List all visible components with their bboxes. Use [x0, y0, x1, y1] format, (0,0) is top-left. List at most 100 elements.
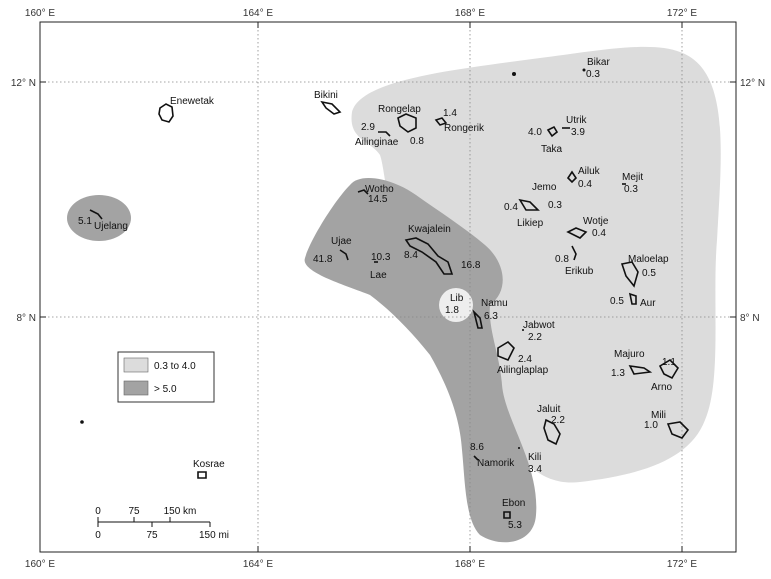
label-ujae: Ujae — [331, 236, 352, 247]
label-mili: Mili — [651, 410, 666, 421]
value-ailinglaplap: 2.4 — [518, 354, 532, 365]
label-rongelap: Rongelap — [378, 104, 421, 115]
value-taka: 4.0 — [528, 127, 542, 138]
label-kili: Kili — [528, 452, 541, 463]
label-wotje: Wotje — [583, 216, 609, 227]
erikub-shape — [571, 245, 577, 261]
value-mili: 1.0 — [644, 420, 658, 431]
light-zone — [351, 46, 721, 483]
label-ebon: Ebon — [502, 498, 525, 509]
mili-shape — [666, 421, 690, 439]
bottom-tick-168: 168° E — [455, 559, 485, 570]
enewetak-shape — [158, 103, 174, 123]
value-jemo: 0.3 — [548, 200, 562, 211]
right-tick-8n: 8° N — [740, 313, 760, 324]
value-likiep: 0.4 — [504, 202, 518, 213]
top-tick-172: 172° E — [667, 8, 697, 19]
majuro-shape — [628, 364, 653, 375]
ujelang-shape — [89, 209, 103, 220]
label-arno: Arno — [651, 382, 673, 393]
scale-mi-0: 0 — [95, 530, 101, 541]
rongerik-shape — [434, 117, 448, 126]
ailinginae-shape — [378, 131, 391, 137]
label-erikub: Erikub — [565, 266, 594, 277]
kosrae-shape — [197, 471, 207, 479]
value-ujelang: 5.1 — [78, 216, 92, 227]
value-erikub: 0.8 — [555, 254, 569, 265]
namorik-shape — [473, 455, 479, 461]
wotje-shape — [566, 227, 588, 239]
label-ailuk: Ailuk — [578, 166, 601, 177]
value-bikar: 0.3 — [586, 69, 600, 80]
value-rongerik: 1.4 — [443, 108, 457, 119]
value-wotho: 14.5 — [368, 194, 388, 205]
label-ailinginae: Ailinginae — [355, 137, 399, 148]
label-ujelang: Ujelang — [94, 221, 128, 232]
value-namorik: 8.6 — [470, 442, 484, 453]
legend-label-light: 0.3 to 4.0 — [154, 361, 196, 372]
label-jemo: Jemo — [532, 182, 557, 193]
value-kwajalein-2: 16.8 — [461, 260, 481, 271]
value-mejit: 0.3 — [624, 184, 638, 195]
label-jabwot: Jabwot — [523, 320, 555, 331]
atoll-shapes — [89, 100, 690, 519]
maloelap-shape — [620, 261, 639, 288]
small-islets — [80, 68, 586, 424]
label-lib: Lib — [450, 293, 464, 304]
jaluit-shape — [543, 418, 561, 446]
likiep-shape — [518, 198, 540, 211]
label-mejit: Mejit — [622, 172, 643, 183]
islet-1 — [512, 72, 516, 76]
right-tick-12n: 12° N — [740, 78, 765, 89]
left-tick-8n: 8° N — [16, 313, 36, 324]
label-maloelap: Maloelap — [628, 254, 669, 265]
value-jaluit: 2.2 — [551, 415, 565, 426]
scale-km-150: 150 km — [164, 506, 197, 517]
label-utrik: Utrik — [566, 115, 588, 126]
label-kosrae: Kosrae — [193, 459, 225, 470]
value-maloelap: 0.5 — [642, 268, 656, 279]
value-utrik: 3.9 — [571, 127, 585, 138]
value-lib: 1.8 — [445, 305, 459, 316]
ujae-shape — [339, 249, 349, 261]
ailinglaplap-shape — [497, 340, 515, 362]
value-kili: 3.4 — [528, 464, 542, 475]
label-likiep: Likiep — [517, 218, 544, 229]
wotho-shape — [357, 189, 369, 195]
value-ujae: 41.8 — [313, 254, 333, 265]
dark-zone — [304, 177, 537, 543]
value-wotje: 0.4 — [592, 228, 606, 239]
ujelang-zone — [67, 195, 131, 241]
label-rongerik: Rongerik — [444, 123, 485, 134]
label-lae: Lae — [370, 270, 387, 281]
legend-swatch-light — [123, 357, 149, 373]
top-tick-160: 160° E — [25, 8, 55, 19]
left-tick-12n: 12° N — [11, 78, 36, 89]
scale-bar — [97, 517, 211, 527]
label-bikini: Bikini — [314, 90, 338, 101]
kwajalein-shape — [404, 237, 454, 275]
bottom-tick-164: 164° E — [243, 559, 273, 570]
namu-shape — [472, 309, 483, 329]
legend-swatch-dark — [123, 380, 149, 396]
value-rongelap: 2.9 — [361, 122, 375, 133]
ebon-shape — [503, 511, 511, 519]
taka-shape — [546, 125, 559, 138]
value-ebon: 5.3 — [508, 520, 522, 531]
value-ailuk: 0.4 — [578, 179, 592, 190]
label-taka: Taka — [541, 144, 563, 155]
legend-label-dark: > 5.0 — [154, 384, 177, 395]
scale-mi-150: 150 mi — [199, 530, 229, 541]
label-ailinglaplap: Ailinglaplap — [497, 365, 549, 376]
scale-km-75: 75 — [128, 506, 140, 517]
rongelap-shape — [397, 113, 417, 133]
value-lae: 10.3 — [371, 252, 391, 263]
lib-zone — [439, 288, 473, 322]
label-aur: Aur — [640, 298, 656, 309]
bottom-tick-172: 172° E — [667, 559, 697, 570]
bikini-shape — [320, 100, 342, 115]
arno-shape — [658, 358, 680, 380]
label-kwajalein: Kwajalein — [408, 224, 451, 235]
label-bikar: Bikar — [587, 57, 610, 68]
